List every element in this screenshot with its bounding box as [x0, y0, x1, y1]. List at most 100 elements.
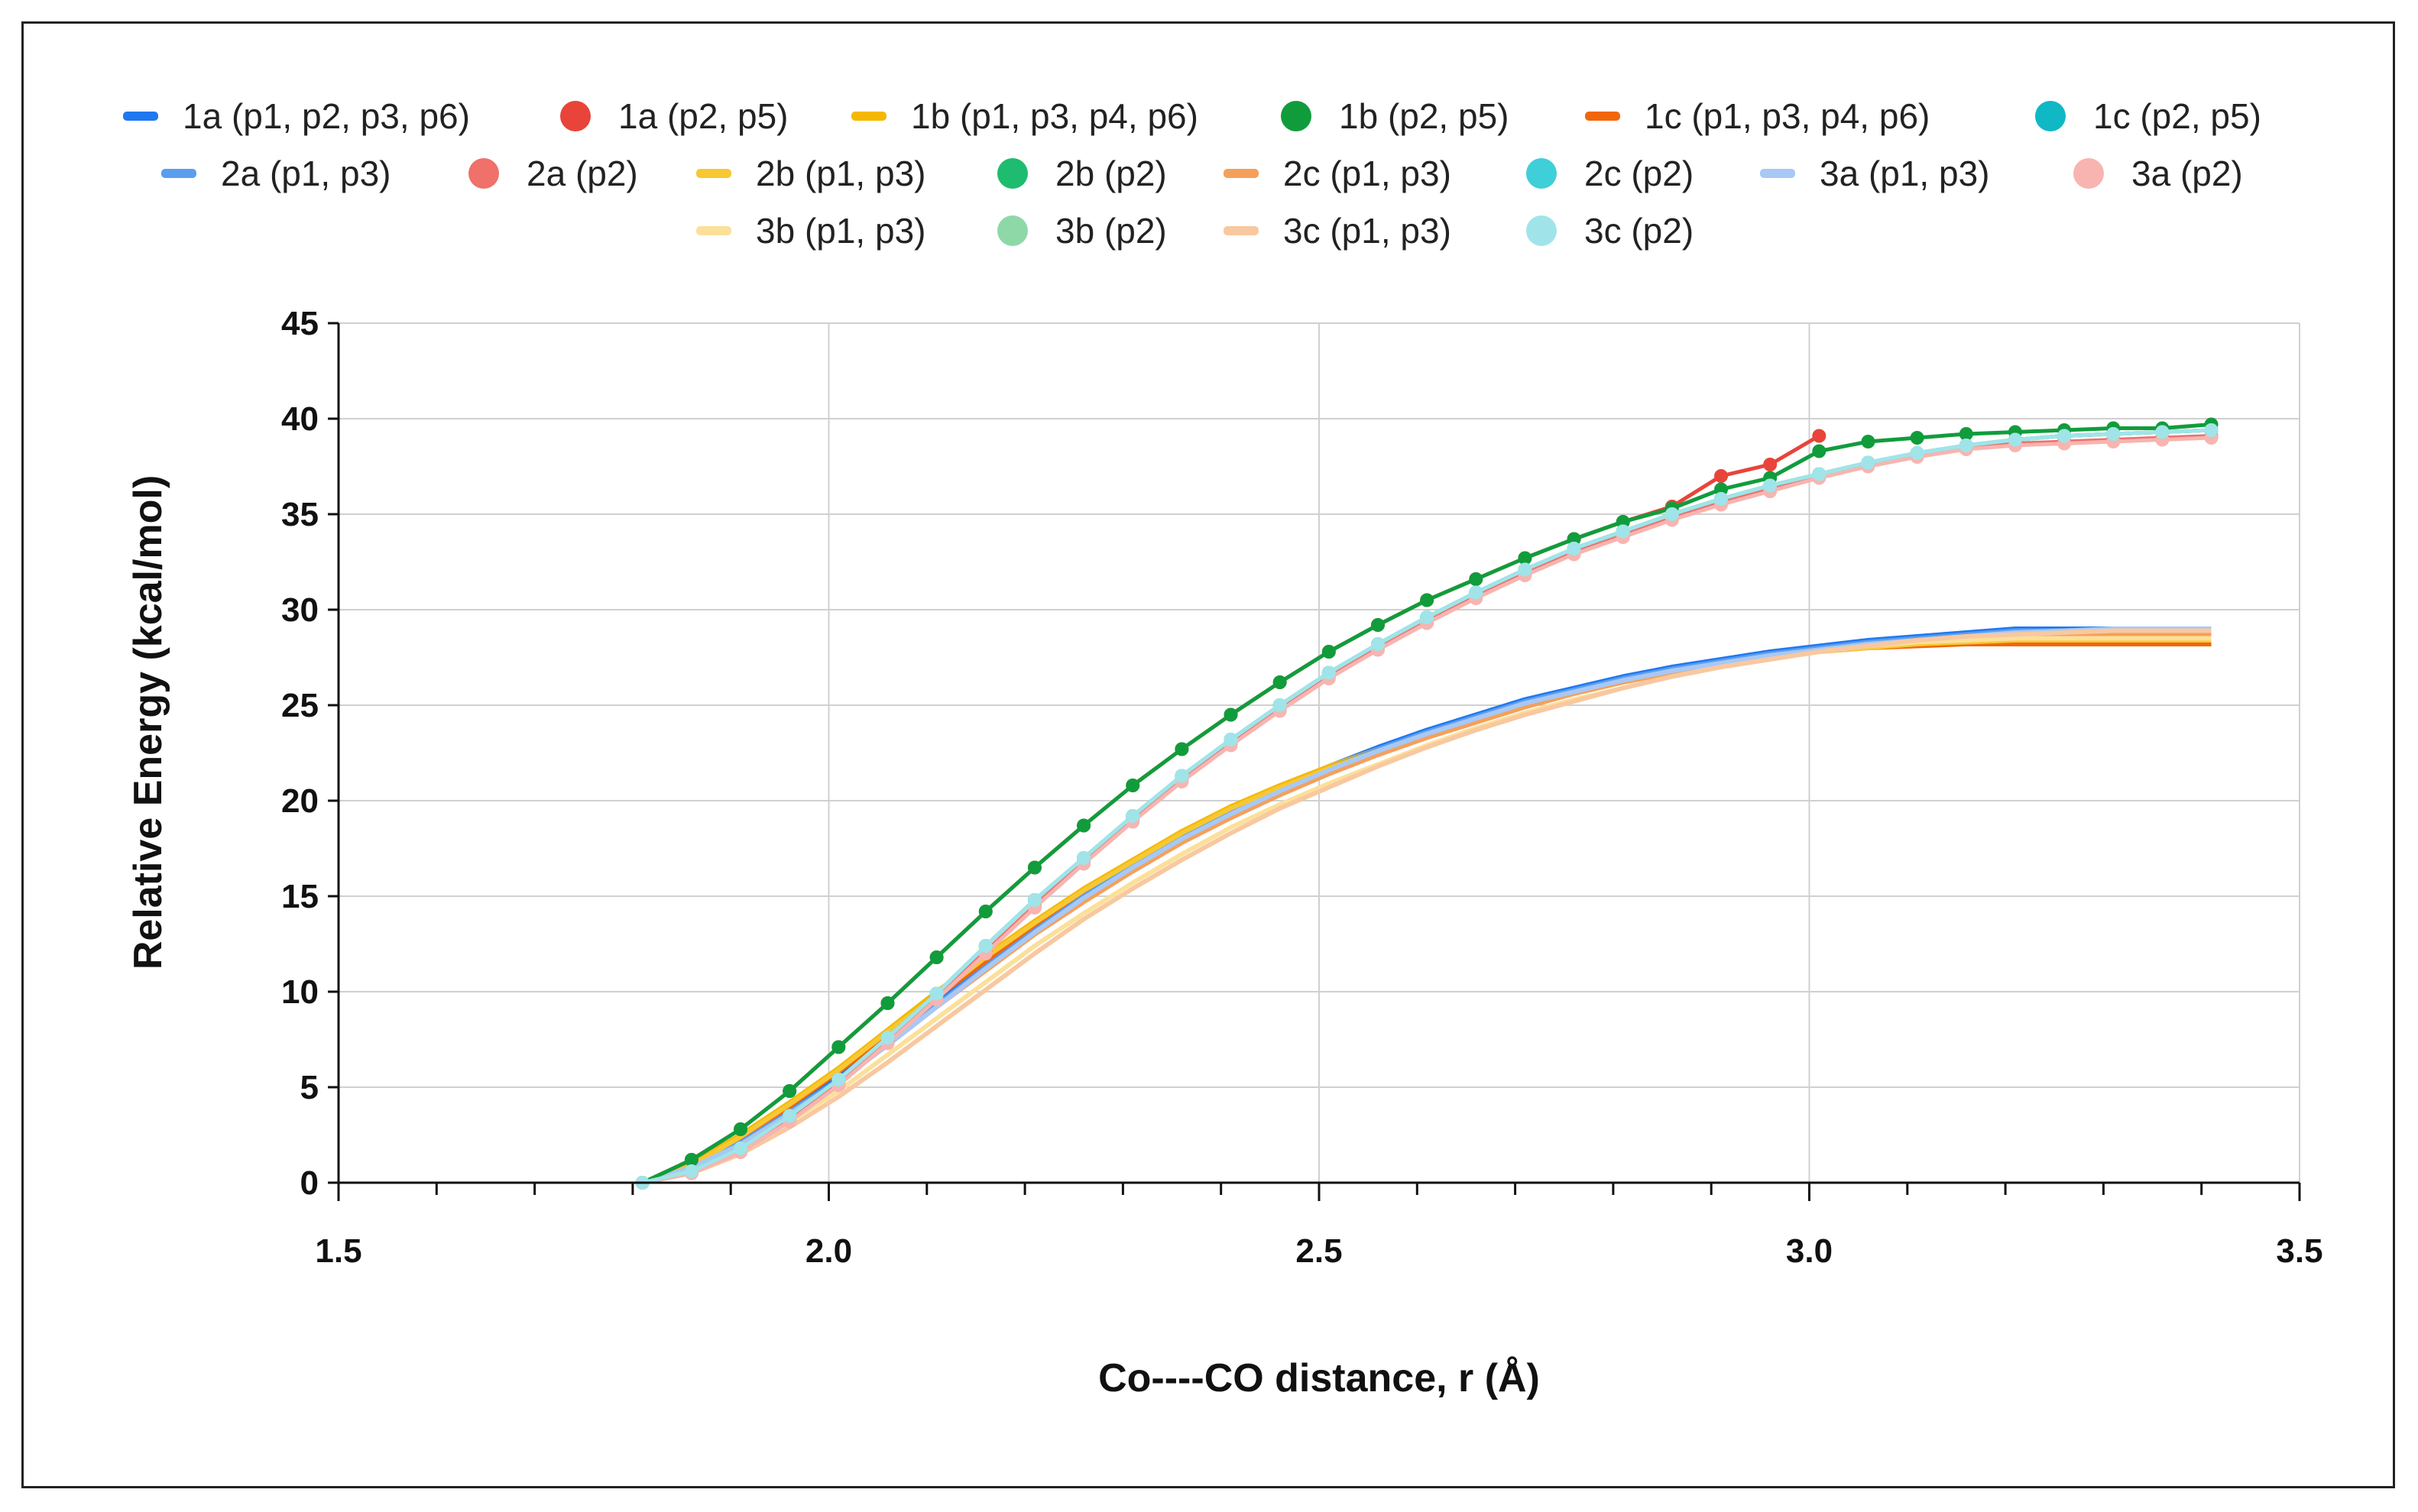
- y-tick-label: 35: [281, 496, 319, 533]
- legend-label: 1a (p2, p5): [618, 96, 788, 136]
- data-point: [734, 1141, 748, 1155]
- data-point: [1763, 478, 1778, 493]
- y-tick-label: 0: [300, 1164, 319, 1202]
- legend-label: 1c (p1, p3, p4, p6): [1645, 96, 1930, 136]
- data-point: [2106, 427, 2121, 441]
- legend-item[interactable]: 1b (p1, p3, p4, p6): [851, 96, 1198, 136]
- series-line: [641, 642, 2212, 1185]
- data-point: [1861, 455, 1875, 470]
- data-point: [783, 1109, 797, 1123]
- data-point: [1027, 860, 1042, 875]
- legend-swatch: [696, 226, 731, 235]
- x-tick-label: 2.5: [1295, 1232, 1342, 1270]
- series-10: [641, 632, 2212, 1185]
- data-point: [1321, 645, 1336, 659]
- series-14: [642, 636, 2212, 1185]
- series-line: [642, 636, 2212, 1185]
- x-tick-label: 3.0: [1786, 1232, 1833, 1270]
- series-13: [635, 431, 2219, 1190]
- legend-swatch: [851, 112, 886, 121]
- series-12: [641, 626, 2212, 1185]
- legend-item[interactable]: 1c (p1, p3, p4, p6): [1585, 96, 1930, 136]
- legend-label: 2c (p2): [1584, 154, 1694, 193]
- data-point: [1175, 742, 1189, 756]
- data-point: [2155, 425, 2170, 439]
- legend-label: 1b (p2, p5): [1339, 96, 1509, 136]
- legend-item[interactable]: 1a (p2, p5): [560, 96, 788, 136]
- data-point: [1910, 446, 1924, 460]
- legend-marker: [468, 158, 499, 189]
- legend-item[interactable]: 2b (p1, p3): [696, 154, 925, 193]
- legend-item[interactable]: 3c (p2): [1526, 211, 1694, 251]
- data-point: [880, 1031, 895, 1044]
- data-point: [1518, 551, 1532, 565]
- legend-item[interactable]: 1b (p2, p5): [1281, 96, 1509, 136]
- legend-item[interactable]: 2a (p1, p3): [161, 154, 391, 193]
- data-point: [1616, 515, 1630, 529]
- data-point: [1910, 431, 1924, 445]
- legend-item[interactable]: 2a (p2): [468, 154, 638, 193]
- legend-label: 3c (p1, p3): [1283, 211, 1451, 251]
- data-point: [1420, 610, 1434, 624]
- data-point: [2057, 429, 2072, 443]
- data-point: [1126, 809, 1140, 823]
- data-point: [734, 1122, 748, 1136]
- legend-item[interactable]: 3a (p2): [2073, 154, 2243, 193]
- data-point: [1321, 665, 1336, 680]
- y-tick-label: 20: [281, 782, 319, 820]
- data-point: [1567, 532, 1581, 546]
- legend-swatch: [123, 112, 158, 121]
- series-line: [641, 632, 2212, 1185]
- legend-label: 2c (p1, p3): [1283, 154, 1451, 193]
- legend-swatch: [1224, 169, 1259, 178]
- series-3: [635, 417, 2219, 1190]
- series-0: [641, 626, 2212, 1185]
- data-point: [831, 1040, 846, 1054]
- legend-marker: [1526, 158, 1557, 189]
- y-axis-title: Relative Energy (kcal/mol): [126, 475, 170, 970]
- y-tick-label: 40: [281, 400, 319, 438]
- x-tick-label: 3.5: [2276, 1232, 2322, 1270]
- legend-item[interactable]: 3b (p1, p3): [696, 211, 925, 251]
- y-tick-label: 5: [300, 1069, 319, 1106]
- legend-label: 2a (p1, p3): [221, 154, 391, 193]
- data-point: [1861, 435, 1875, 448]
- legend-label: 2b (p1, p3): [756, 154, 925, 193]
- data-point: [1714, 469, 1729, 483]
- x-tick-label: 2.0: [805, 1232, 852, 1270]
- data-point: [1567, 542, 1581, 555]
- data-point: [1224, 707, 1238, 722]
- series-2: [641, 638, 2212, 1185]
- legend-label: 2a (p2): [527, 154, 638, 193]
- legend-item[interactable]: 3c (p1, p3): [1224, 211, 1451, 251]
- data-point: [1272, 698, 1287, 712]
- y-tick-label: 25: [281, 687, 319, 724]
- legend-item[interactable]: 2c (p2): [1526, 154, 1694, 193]
- data-point: [1959, 439, 1973, 452]
- line-chart: 1a (p1, p2, p3, p6) 1a (p2, p5) 1b (p1, p3…: [123, 96, 2323, 1400]
- legend-item[interactable]: 1a (p1, p2, p3, p6): [123, 96, 470, 136]
- series-7: [635, 429, 2219, 1190]
- y-tick-label: 45: [281, 305, 319, 342]
- data-point: [1714, 482, 1729, 497]
- legend-item[interactable]: 3a (p1, p3): [1760, 154, 1989, 193]
- series-line: [641, 626, 2212, 1185]
- legend-item[interactable]: 3b (p2): [997, 211, 1167, 251]
- legend-item[interactable]: 2b (p2): [997, 154, 1167, 193]
- series-4: [641, 642, 2212, 1185]
- x-tick-label: 1.5: [315, 1232, 361, 1270]
- figure-frame: 1a (p1, p2, p3, p6) 1a (p2, p5) 1b (p1, p3…: [21, 21, 2395, 1488]
- data-point: [978, 905, 993, 918]
- data-point: [929, 986, 944, 1001]
- series-line: [641, 638, 2212, 1185]
- data-point: [831, 1073, 846, 1086]
- data-point: [1126, 779, 1140, 792]
- data-point: [1714, 492, 1729, 506]
- legend-item[interactable]: 2c (p1, p3): [1224, 154, 1451, 193]
- legend-item[interactable]: 1c (p2, p5): [2035, 96, 2261, 136]
- data-point: [1518, 562, 1532, 577]
- grid: [339, 322, 2300, 1183]
- legend-marker: [2073, 158, 2104, 189]
- data-point: [783, 1084, 797, 1098]
- legend-label: 3a (p1, p3): [1820, 154, 1989, 193]
